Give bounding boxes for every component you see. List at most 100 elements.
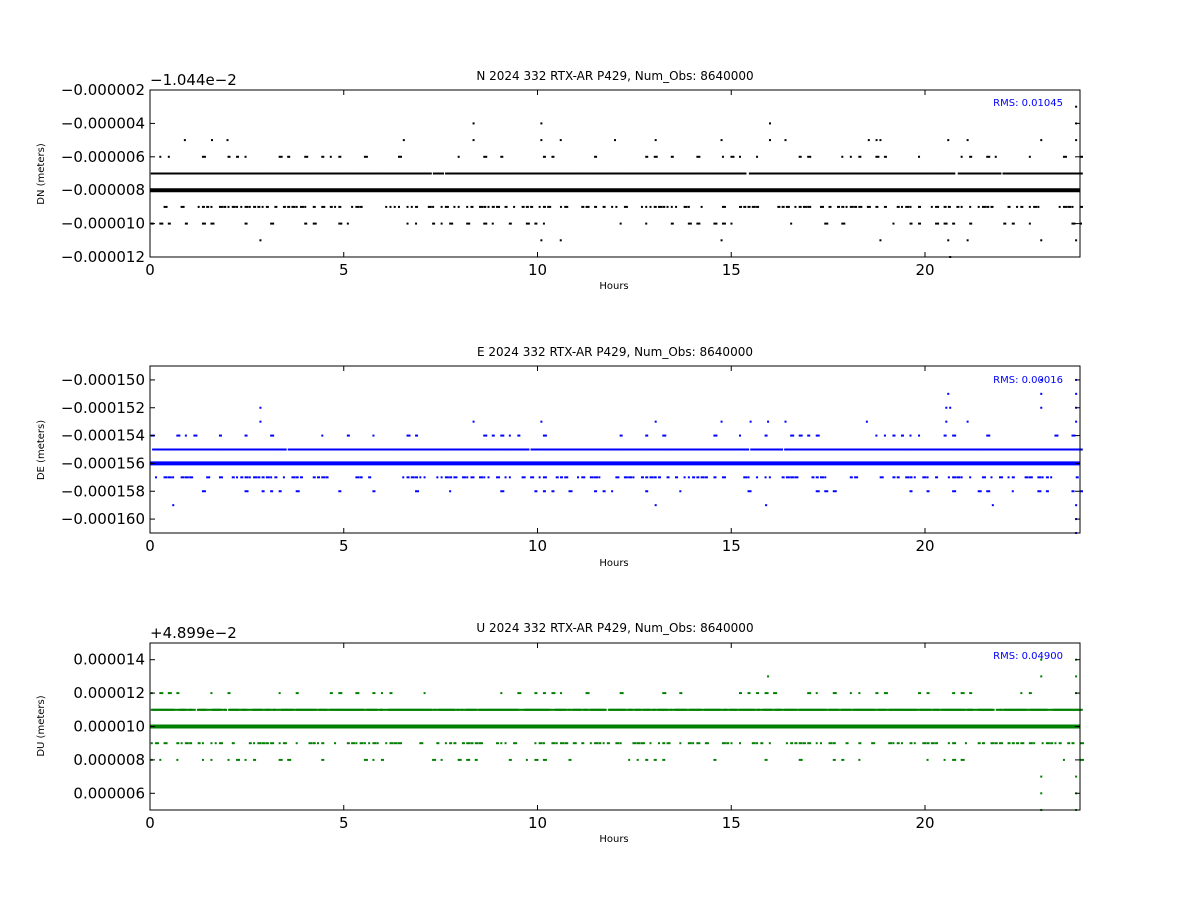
data-point bbox=[542, 434, 547, 437]
data-point bbox=[338, 205, 342, 208]
data-point bbox=[615, 205, 618, 208]
data-point bbox=[906, 448, 910, 451]
data-point bbox=[1058, 205, 1061, 208]
data-point bbox=[981, 742, 985, 745]
data-point bbox=[785, 205, 790, 208]
data-point bbox=[517, 434, 521, 437]
data-point bbox=[579, 172, 583, 175]
data-point bbox=[658, 742, 661, 745]
data-point bbox=[915, 708, 919, 711]
outlier-point bbox=[1075, 775, 1078, 778]
data-point bbox=[764, 476, 767, 479]
data-point bbox=[325, 476, 329, 479]
data-point bbox=[875, 155, 880, 158]
data-point bbox=[628, 758, 631, 761]
data-point bbox=[197, 205, 200, 208]
data-point bbox=[1007, 742, 1011, 745]
data-point bbox=[278, 742, 281, 745]
data-point bbox=[599, 172, 603, 175]
axis-ticks: 0 5 10 15 20 −0.000002 −0.000004 −0.000006 −0.00… bbox=[61, 81, 1080, 279]
y-tick-label: 0.000008 bbox=[73, 751, 145, 769]
data-point bbox=[648, 708, 652, 711]
data-point bbox=[415, 476, 419, 479]
data-point bbox=[402, 476, 405, 479]
panel-title: E 2024 332 RTX-AR P429, Num_Obs: 8640000 bbox=[477, 345, 753, 359]
data-point bbox=[483, 434, 488, 437]
data-point bbox=[513, 205, 516, 208]
data-point bbox=[977, 742, 981, 745]
data-point bbox=[811, 476, 815, 479]
data-point bbox=[721, 742, 726, 745]
data-point bbox=[585, 692, 590, 695]
data-point bbox=[930, 448, 934, 451]
data-point bbox=[190, 708, 194, 711]
data-point bbox=[653, 476, 657, 479]
outlier-point bbox=[1075, 675, 1078, 678]
data-point bbox=[896, 476, 900, 479]
data-point bbox=[623, 476, 628, 479]
data-point bbox=[487, 205, 490, 208]
data-point bbox=[393, 742, 398, 745]
data-point bbox=[645, 490, 649, 493]
data-point bbox=[500, 490, 505, 493]
data-point bbox=[268, 708, 272, 711]
data-point bbox=[956, 476, 961, 479]
data-point bbox=[261, 742, 266, 745]
outlier-point bbox=[879, 139, 882, 142]
data-point bbox=[1045, 476, 1049, 479]
data-point bbox=[423, 476, 426, 479]
data-point bbox=[321, 476, 326, 479]
data-point bbox=[770, 708, 774, 711]
data-point bbox=[525, 205, 529, 208]
data-point bbox=[1080, 742, 1084, 745]
data-point bbox=[248, 205, 251, 208]
data-point bbox=[552, 172, 556, 175]
data-point bbox=[977, 490, 982, 493]
data-point bbox=[1080, 205, 1083, 208]
data-point bbox=[947, 205, 951, 208]
data-point bbox=[1041, 742, 1044, 745]
data-point bbox=[519, 708, 523, 711]
data-point bbox=[841, 448, 845, 451]
outlier-point bbox=[614, 139, 616, 142]
data-point bbox=[700, 476, 705, 479]
data-point bbox=[415, 490, 420, 493]
data-point bbox=[338, 222, 343, 225]
data-point bbox=[201, 155, 206, 158]
data-point bbox=[555, 742, 558, 745]
data-point bbox=[1011, 476, 1015, 479]
data-point bbox=[282, 742, 287, 745]
data-point bbox=[1058, 742, 1062, 745]
data-point bbox=[159, 155, 162, 158]
data-point bbox=[457, 205, 460, 208]
data-point bbox=[1020, 172, 1024, 175]
data-point bbox=[765, 448, 769, 451]
data-point bbox=[381, 708, 385, 711]
data-point bbox=[355, 692, 360, 695]
y-axis-label: DN (meters) bbox=[36, 143, 47, 205]
data-point bbox=[538, 742, 543, 745]
data-point bbox=[1071, 172, 1075, 175]
data-point bbox=[321, 205, 326, 208]
data-point bbox=[666, 742, 671, 745]
data-point bbox=[427, 205, 432, 208]
data-point bbox=[442, 448, 446, 451]
data-point bbox=[368, 742, 371, 745]
data-point bbox=[282, 476, 285, 479]
data-point bbox=[1071, 490, 1075, 493]
data-point bbox=[470, 476, 475, 479]
outlier-point bbox=[472, 122, 475, 125]
data-point bbox=[282, 205, 286, 208]
outlier-point bbox=[259, 239, 262, 242]
data-point bbox=[892, 434, 896, 437]
data-point bbox=[854, 448, 858, 451]
data-point bbox=[508, 222, 512, 225]
data-point bbox=[725, 708, 729, 711]
data-point bbox=[824, 490, 829, 493]
data-point bbox=[489, 448, 493, 451]
outlier-point bbox=[654, 504, 657, 507]
data-point bbox=[909, 434, 912, 437]
plot-frame bbox=[149, 365, 1081, 534]
data-point bbox=[607, 172, 611, 175]
data-point bbox=[278, 155, 283, 158]
